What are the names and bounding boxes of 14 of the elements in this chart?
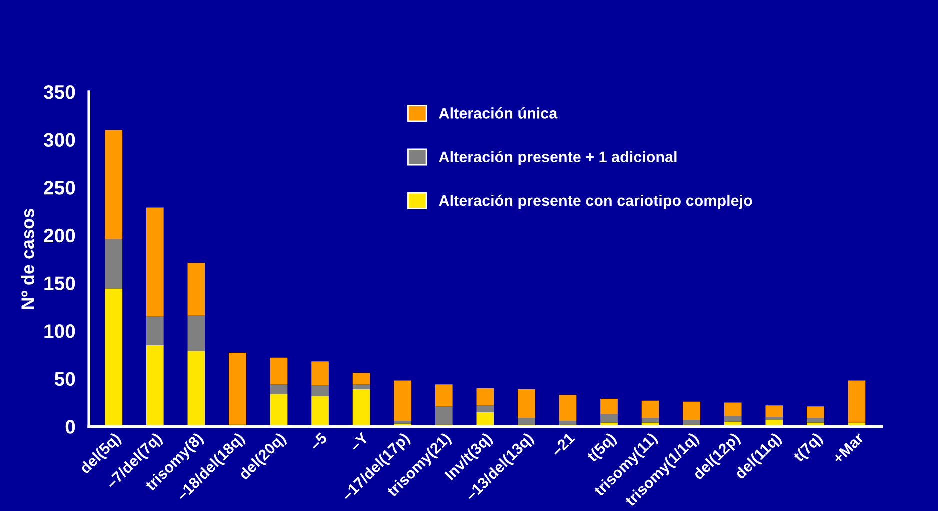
y-tick-label: 300: [44, 133, 76, 148]
legend-label: Alteración presente + 1 adicional: [439, 151, 677, 166]
y-tick-label: 150: [44, 276, 76, 290]
y-tick-label: 200: [44, 228, 76, 243]
y-axis-title: Nº de casos: [21, 209, 34, 310]
y-tick-label: 50: [54, 372, 76, 386]
legend-label: Alteración única: [439, 108, 558, 119]
x-tick-label: –21: [550, 432, 576, 458]
y-tick-label: 100: [44, 324, 76, 338]
y-tick-label: 0: [66, 420, 76, 434]
y-tick-label: 250: [44, 181, 76, 195]
x-tick-label: –5: [308, 432, 328, 452]
y-tick-label: 350: [44, 85, 76, 100]
legend-label: Alteración presente con cariotipo complejo: [439, 194, 752, 210]
